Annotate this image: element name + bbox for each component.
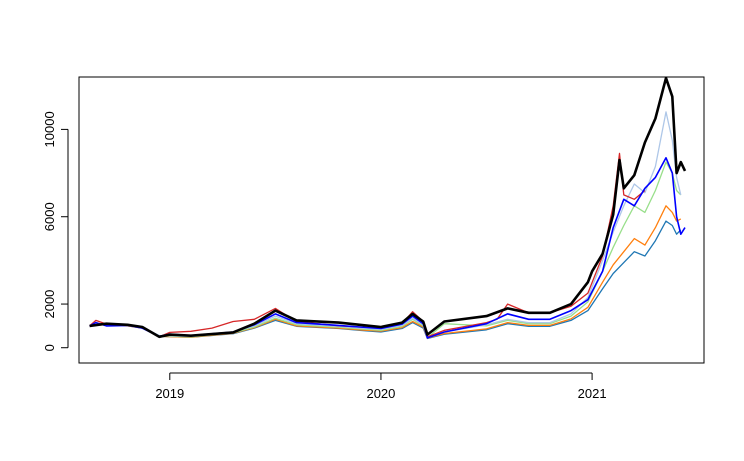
y-tick-label: 6000 (42, 202, 57, 231)
series-layer (89, 76, 687, 340)
x-tick-label: 2021 (578, 386, 607, 401)
plot-frame (78, 76, 705, 364)
x-tick-label: 2019 (155, 386, 184, 401)
series-line-7 (89, 76, 687, 339)
series-line-3 (89, 161, 682, 339)
x-tick-label: 2020 (366, 386, 395, 401)
y-tick-label: 2000 (42, 290, 57, 319)
series-line-6 (89, 157, 686, 339)
x-axis: 2019 2020 2021 (155, 372, 607, 401)
y-tick-label: 0 (42, 344, 57, 351)
series-line-1 (89, 220, 682, 340)
y-tick-label: 10000 (42, 111, 57, 147)
y-axis: 0 2000 6000 10000 (42, 111, 69, 351)
